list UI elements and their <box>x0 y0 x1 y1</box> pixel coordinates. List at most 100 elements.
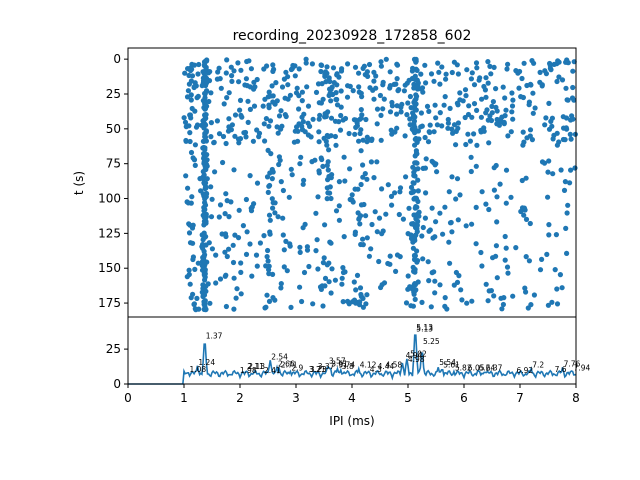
raster-point <box>338 104 344 110</box>
raster-point <box>387 69 393 75</box>
raster-point <box>213 280 219 286</box>
raster-point <box>320 303 326 309</box>
raster-point <box>269 83 275 89</box>
raster-point <box>521 212 527 218</box>
raster-point <box>502 113 508 119</box>
peak-label: 2.11 <box>247 362 264 371</box>
raster-point <box>415 218 421 224</box>
raster-point <box>501 119 507 125</box>
raster-point <box>488 117 495 124</box>
raster-point <box>478 249 484 256</box>
raster-point <box>383 56 389 62</box>
raster-point <box>187 138 193 145</box>
raster-point <box>315 194 321 200</box>
raster-point <box>223 233 229 240</box>
raster-point <box>493 86 499 92</box>
raster-point <box>199 122 205 128</box>
raster-point <box>503 107 509 113</box>
raster-point <box>485 59 491 65</box>
raster-point <box>360 137 366 143</box>
raster-point <box>380 79 386 85</box>
raster-point <box>530 110 536 116</box>
raster-point <box>418 124 424 130</box>
raster-point <box>547 62 553 69</box>
raster-point <box>333 142 339 148</box>
raster-point <box>244 229 250 235</box>
raster-point <box>499 306 505 312</box>
raster-point <box>546 232 552 238</box>
peak-label: 2.54 <box>271 352 288 361</box>
raster-point <box>454 279 461 285</box>
y-tick-label: 0 <box>113 377 121 391</box>
raster-point <box>319 62 325 68</box>
raster-point <box>237 107 243 113</box>
raster-point <box>209 196 215 202</box>
raster-point <box>555 58 561 64</box>
raster-point <box>188 115 194 121</box>
raster-point <box>185 88 191 94</box>
raster-point <box>217 276 224 282</box>
raster-point <box>381 96 387 102</box>
raster-point <box>244 83 250 89</box>
raster-point <box>500 301 506 308</box>
raster-point <box>228 64 234 70</box>
raster-point <box>363 301 369 307</box>
raster-point <box>299 298 305 305</box>
raster-point <box>563 115 570 121</box>
raster-point <box>297 161 303 167</box>
raster-point <box>446 239 452 245</box>
raster-point <box>324 185 330 191</box>
raster-point <box>221 101 227 107</box>
raster-point <box>278 108 284 114</box>
raster-point <box>419 299 425 305</box>
raster-point <box>445 125 451 131</box>
raster-point <box>279 84 286 90</box>
raster-point <box>292 128 298 134</box>
raster-point <box>426 278 432 284</box>
raster-point <box>471 82 478 88</box>
raster-point <box>324 70 330 76</box>
peak-label: 5.13 <box>416 323 433 332</box>
raster-point <box>308 134 314 140</box>
raster-point <box>347 166 353 172</box>
chart-title: recording_20230928_172858_602 <box>233 28 472 44</box>
raster-point <box>253 252 260 258</box>
raster-point <box>324 142 330 148</box>
raster-point <box>559 285 565 291</box>
raster-point <box>202 116 208 122</box>
raster-point <box>426 108 432 114</box>
raster-point <box>442 94 448 100</box>
raster-point <box>316 100 322 106</box>
raster-point <box>206 240 212 246</box>
raster-point <box>302 129 308 135</box>
raster-point <box>407 122 413 128</box>
raster-point <box>432 102 438 108</box>
raster-point <box>332 277 338 283</box>
raster-point <box>202 181 208 187</box>
raster-point <box>508 129 514 135</box>
raster-point <box>410 221 416 227</box>
raster-point <box>396 211 402 218</box>
ipi-line <box>128 334 577 385</box>
raster-point <box>202 147 208 153</box>
raster-point <box>264 174 271 180</box>
raster-point <box>278 281 284 287</box>
raster-point <box>526 258 533 264</box>
raster-point <box>310 301 316 307</box>
raster-point <box>565 202 571 208</box>
raster-point <box>505 133 511 139</box>
raster-point <box>411 252 418 259</box>
raster-point <box>394 62 401 68</box>
raster-point <box>373 85 379 91</box>
raster-point <box>483 281 489 287</box>
raster-point <box>433 219 439 225</box>
raster-point <box>484 107 490 113</box>
raster-point <box>428 71 435 77</box>
raster-point <box>350 88 356 94</box>
raster-point <box>313 210 319 216</box>
raster-point <box>455 120 461 126</box>
raster-point <box>488 71 494 77</box>
raster-point <box>494 275 500 281</box>
raster-points <box>181 56 579 313</box>
raster-point <box>412 205 418 211</box>
